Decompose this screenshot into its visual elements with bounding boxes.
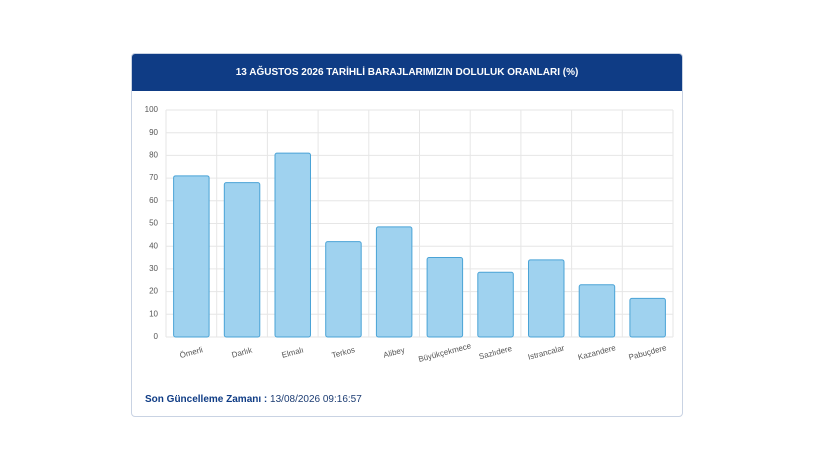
y-tick-label: 50 — [149, 219, 158, 228]
bar — [426, 257, 464, 338]
footer-value: 13/08/2026 09:16:57 — [270, 394, 362, 405]
y-tick-label: 100 — [145, 105, 159, 114]
y-tick-label: 10 — [149, 309, 158, 318]
y-tick-label: 0 — [154, 332, 159, 341]
x-tick-label: Büyükçekmece — [417, 341, 472, 364]
x-tick-label: Istrancalar — [527, 343, 566, 361]
bar — [629, 297, 666, 338]
y-tick-label: 30 — [149, 264, 158, 273]
chart-title: 13 AĞUSTOS 2026 TARİHLİ BARAJLARIMIZIN D… — [132, 54, 682, 91]
y-tick-label: 20 — [149, 287, 158, 296]
bar — [274, 152, 311, 338]
x-tick-label: Elmalı — [281, 345, 305, 359]
y-tick-label: 70 — [149, 173, 158, 182]
chart: 0 10 20 30 40 50 60 70 80 90 100 Ömerli Darlık Elmalı… — [145, 105, 674, 364]
x-tick-label: Ömerli — [179, 345, 204, 360]
x-tick-label: Terkos — [331, 345, 356, 360]
y-tick-label: 60 — [149, 196, 158, 205]
y-tick-label: 90 — [149, 128, 158, 137]
bar — [325, 241, 362, 338]
bar — [223, 182, 261, 338]
footer: Son Güncelleme Zamanı : 13/08/2026 09:16… — [145, 394, 362, 405]
bar — [375, 226, 413, 338]
bar — [173, 175, 210, 338]
bar — [477, 271, 514, 338]
y-tick-label: 40 — [149, 241, 158, 250]
x-tick-label: Kazandere — [577, 343, 617, 362]
bar — [528, 259, 565, 338]
bar — [578, 284, 616, 338]
x-tick-label: Alibey — [382, 345, 405, 359]
x-tick-label: Darlık — [231, 345, 254, 359]
x-tick-label: Pabuçdere — [628, 343, 668, 362]
footer-label: Son Güncelleme Zamanı : — [145, 394, 268, 405]
x-tick-label: Sazlıdere — [478, 344, 514, 362]
y-tick-label: 80 — [149, 151, 158, 160]
card: 13 AĞUSTOS 2026 TARİHLİ BARAJLARIMIZIN D… — [131, 53, 683, 417]
